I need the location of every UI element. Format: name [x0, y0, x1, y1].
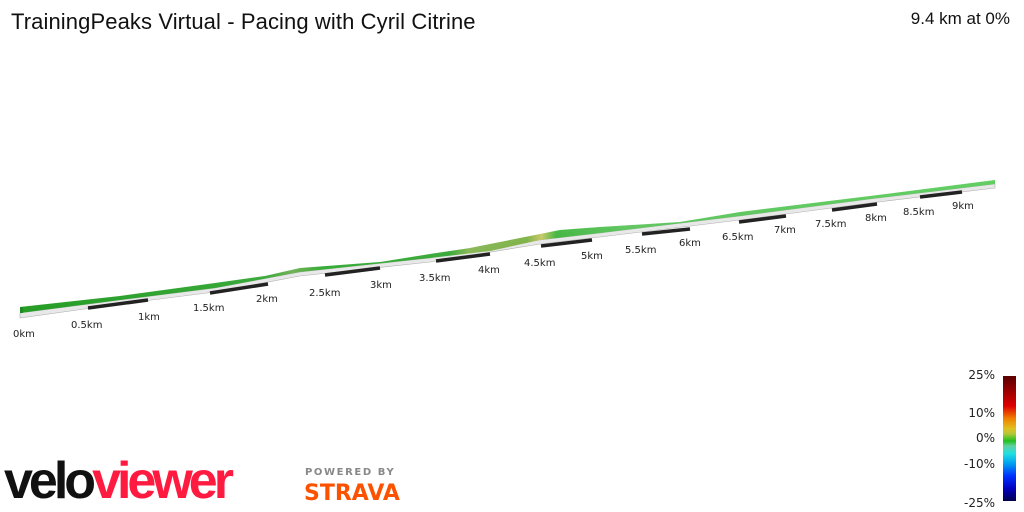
tick-label: 2km	[256, 294, 278, 305]
tick-label: 1km	[138, 312, 160, 323]
veloviewer-logo: veloviewer	[4, 452, 234, 510]
tick-label: 7km	[774, 225, 796, 236]
tick-label: 4.5km	[524, 258, 555, 269]
logo-velo: velo	[4, 452, 96, 510]
legend-label-0: 0%	[975, 431, 995, 445]
tick-label: 3.5km	[419, 273, 450, 284]
tick-label: 8km	[865, 213, 887, 224]
route-summary: 9.4 km at 0%	[910, 9, 1010, 28]
powered-by-label: POWERED BY	[305, 467, 396, 478]
tick-label: 6.5km	[722, 232, 753, 243]
tick-label: 2.5km	[309, 288, 340, 299]
tick-label: 8.5km	[903, 207, 934, 218]
tick-label: 0km	[13, 329, 35, 340]
gradient-legend: 25% 10% 0% -10% -25%	[950, 368, 1024, 512]
tick-label: 7.5km	[815, 219, 846, 230]
legend-label-max: 25%	[968, 368, 995, 382]
tick-label: 3km	[370, 280, 392, 291]
tick-label: 9km	[952, 201, 974, 212]
legend-label-10: 10%	[968, 406, 995, 420]
tick-label: 1.5km	[193, 303, 224, 314]
tick-label: 5km	[581, 251, 603, 262]
tick-label: 6km	[679, 238, 701, 249]
tick-label: 4km	[478, 265, 500, 276]
strava-logo: STRAVA	[304, 481, 400, 506]
tick-label: 0.5km	[71, 320, 102, 331]
page-title: TrainingPeaks Virtual - Pacing with Cyri…	[11, 9, 476, 34]
distance-axis: 0km 0.5km 1km 1.5km 2km 2.5km 3km 3.5km …	[13, 201, 974, 340]
legend-label-min: -25%	[963, 496, 995, 510]
tick-label: 5.5km	[625, 245, 656, 256]
legend-label-minus-10: -10%	[963, 457, 995, 471]
profile-base	[19, 183, 996, 319]
logo-viewer: viewer	[92, 452, 234, 510]
gradient-ribbon	[20, 180, 995, 313]
km-bands	[87, 190, 963, 310]
gradient-color-scale	[1003, 376, 1016, 501]
